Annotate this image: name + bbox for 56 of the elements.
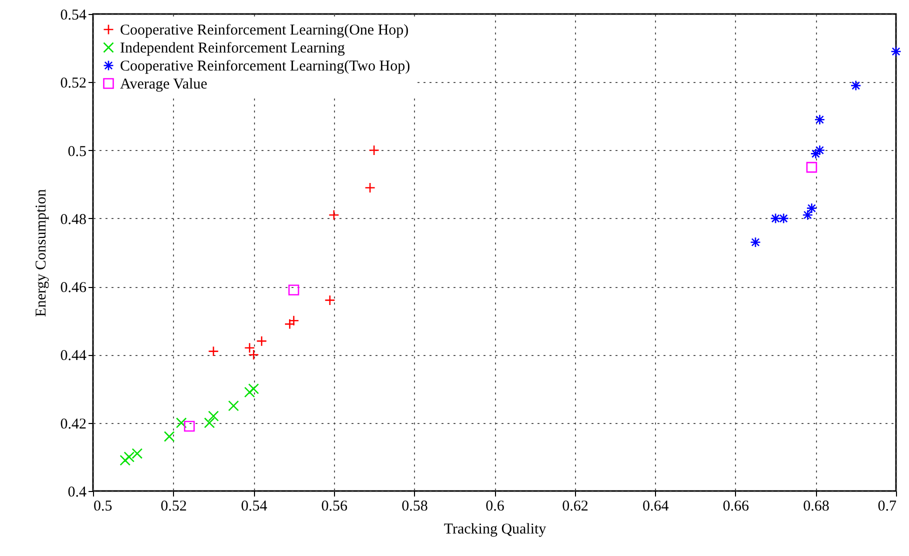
point bbox=[890, 46, 902, 57]
y-tick-label: 0.54 bbox=[60, 8, 87, 24]
point bbox=[364, 182, 376, 194]
legend-label: Cooperative Reinforcement Learning(Two Hop) bbox=[120, 58, 410, 74]
point bbox=[132, 448, 143, 459]
point bbox=[124, 452, 135, 462]
y-tick-label: 0.42 bbox=[60, 416, 86, 432]
y-tick-label: 0.48 bbox=[60, 212, 86, 228]
y-tick-label: 0.5 bbox=[68, 144, 86, 160]
x-tick-label: 0.58 bbox=[402, 498, 428, 514]
x-tick-label: 0.64 bbox=[642, 498, 670, 514]
point bbox=[368, 144, 380, 156]
point bbox=[208, 346, 219, 357]
x-tick-label: 0.62 bbox=[562, 498, 588, 514]
legend-label: Cooperative Reinforcement Learning(One Hop) bbox=[120, 22, 409, 38]
point bbox=[328, 210, 340, 220]
point bbox=[814, 144, 826, 156]
x-tick-label: 0.5 bbox=[94, 498, 112, 514]
y-axis-title: Energy Consumption bbox=[33, 188, 50, 317]
point bbox=[228, 400, 239, 412]
y-tick-label: 0.52 bbox=[60, 76, 86, 92]
x-tick-label: 0.66 bbox=[722, 498, 750, 514]
point bbox=[750, 236, 761, 248]
point bbox=[248, 383, 259, 394]
point bbox=[806, 202, 818, 214]
point bbox=[288, 284, 300, 296]
point bbox=[120, 454, 131, 466]
point bbox=[770, 213, 781, 224]
point bbox=[324, 294, 336, 306]
point bbox=[244, 386, 255, 398]
x-tick-label: 0.6 bbox=[486, 498, 505, 514]
y-tick-label: 0.46 bbox=[60, 280, 87, 296]
y-tick-label: 0.4 bbox=[68, 484, 87, 500]
x-tick-label: 0.52 bbox=[160, 498, 187, 514]
y-tick-label: 0.44 bbox=[60, 348, 87, 364]
x-tick-label: 0.68 bbox=[803, 498, 830, 514]
point bbox=[256, 336, 268, 346]
point bbox=[850, 80, 862, 91]
legend-label: Independent Reinforcement Learning bbox=[120, 40, 346, 56]
point bbox=[184, 420, 195, 432]
point bbox=[806, 162, 818, 173]
x-tick-label: 0.54 bbox=[240, 498, 268, 514]
point bbox=[176, 417, 187, 428]
point bbox=[164, 431, 175, 442]
point bbox=[208, 410, 219, 422]
legend-label: Average Value bbox=[120, 76, 208, 92]
point bbox=[814, 114, 826, 126]
point bbox=[284, 318, 296, 330]
x-axis-title: Tracking Quality bbox=[444, 522, 547, 538]
point bbox=[802, 210, 814, 220]
point bbox=[778, 213, 789, 224]
point bbox=[204, 417, 215, 428]
x-tick-label: 0.7 bbox=[878, 498, 897, 514]
point bbox=[288, 315, 300, 326]
x-tick-label: 0.56 bbox=[321, 498, 348, 514]
point bbox=[810, 148, 822, 160]
